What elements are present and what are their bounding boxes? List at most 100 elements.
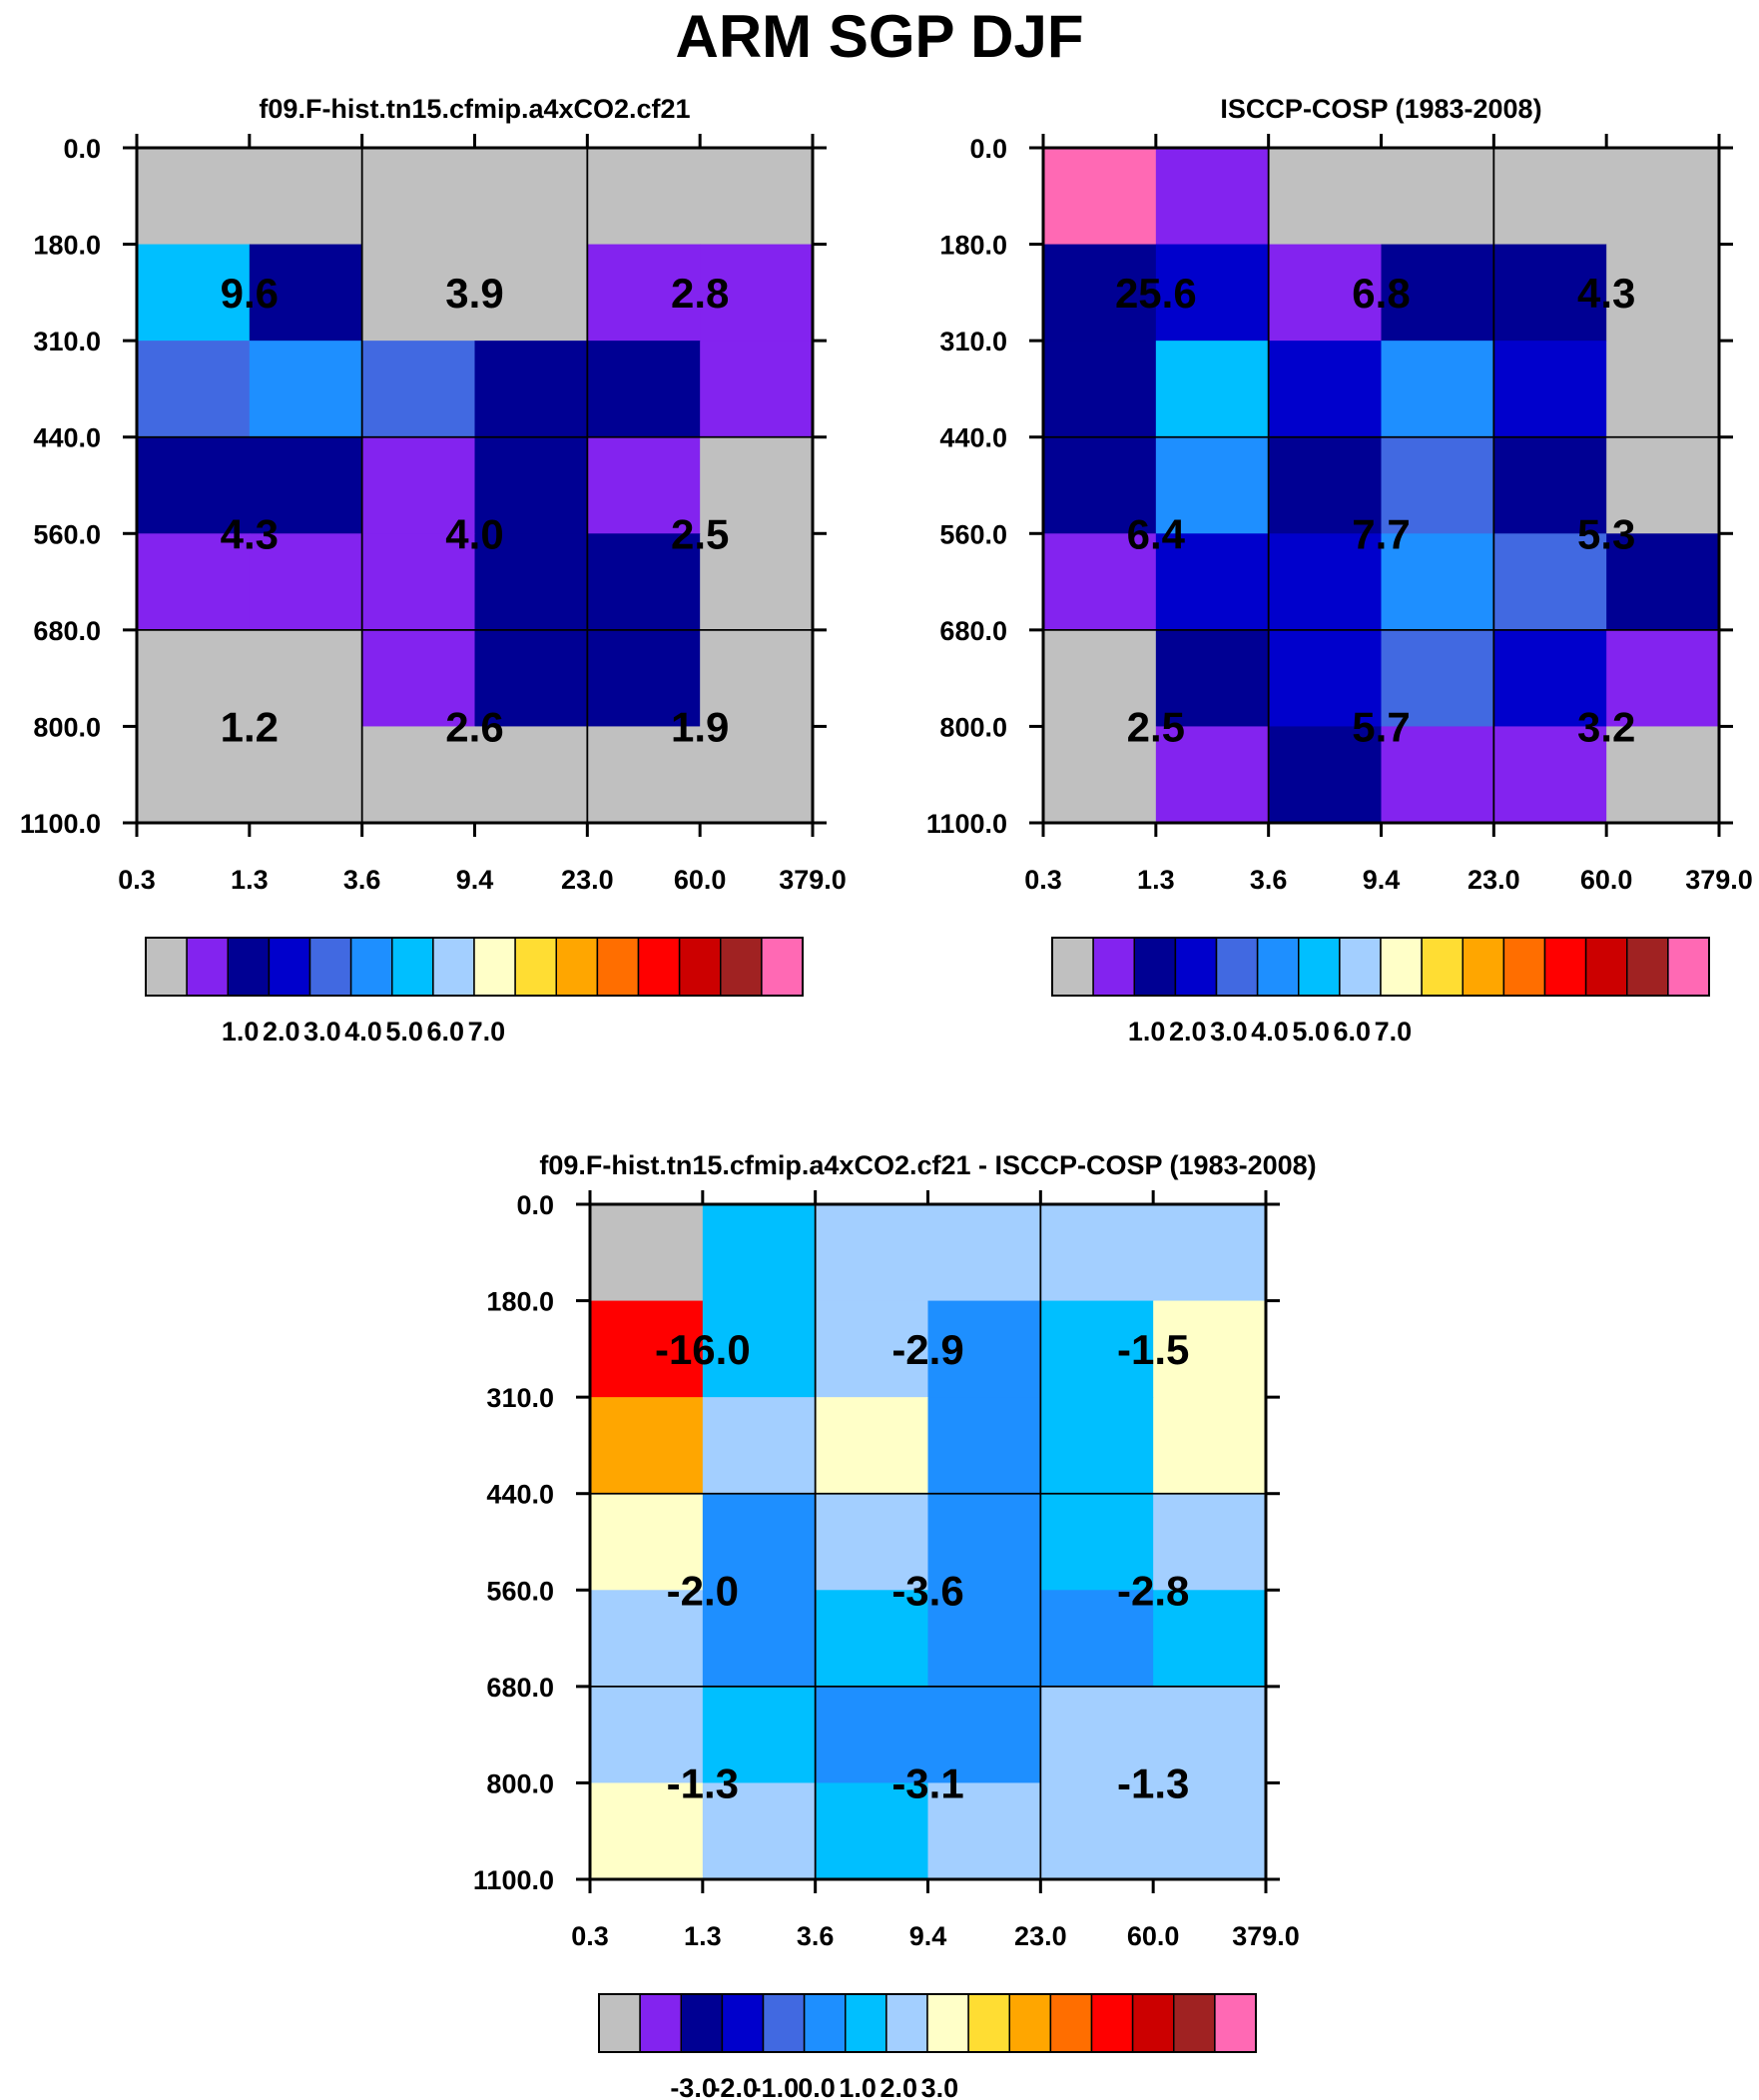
heatmap-cell xyxy=(1153,1493,1267,1591)
heatmap-cell xyxy=(1153,1686,1267,1784)
heatmap-cell xyxy=(1153,1397,1267,1495)
x-tick-label: 23.0 xyxy=(561,865,614,895)
colorbar-box xyxy=(1090,1993,1134,2053)
colorbar-box xyxy=(1380,937,1423,997)
heatmap-cell xyxy=(1493,436,1607,534)
heatmap-cell xyxy=(1155,726,1270,824)
y-tick-label: 560.0 xyxy=(939,519,1007,549)
heatmap-cell xyxy=(700,148,814,246)
data-label: -3.1 xyxy=(891,1759,963,1806)
heatmap-cell xyxy=(361,533,476,631)
x-tick-label: 1.3 xyxy=(1137,865,1175,895)
heatmap-cell xyxy=(815,1493,929,1591)
heatmap-cell xyxy=(1606,533,1720,631)
x-tick-label: 0.3 xyxy=(1024,865,1062,895)
data-label: 2.8 xyxy=(671,270,729,317)
colorbar-box xyxy=(1667,937,1710,997)
colorbar-label: -3.0 xyxy=(670,2073,717,2100)
colorbar-box xyxy=(391,937,434,997)
heatmap-cell xyxy=(137,533,251,631)
colorbar-label: 3.0 xyxy=(1210,1017,1248,1047)
colorbar-box xyxy=(1215,937,1259,997)
data-label: 4.3 xyxy=(1577,270,1635,317)
colorbar-box xyxy=(186,937,229,997)
heatmap-cell xyxy=(587,533,701,631)
heatmap-cell xyxy=(1040,1493,1154,1591)
colorbar-box xyxy=(1133,937,1177,997)
heatmap-cell xyxy=(590,1782,704,1880)
colorbar-box xyxy=(1584,937,1628,997)
heatmap-cell xyxy=(249,436,363,534)
heatmap-cell xyxy=(815,1590,929,1688)
figure-title: ARM SGP DJF xyxy=(675,3,1084,70)
heatmap-cell xyxy=(1606,341,1720,438)
data-label: 1.2 xyxy=(221,703,279,750)
x-tick-label: 1.3 xyxy=(231,865,269,895)
heatmap-cell xyxy=(1043,726,1157,824)
data-label: 1.9 xyxy=(671,703,729,750)
heatmap-cell xyxy=(137,436,251,534)
colorbar-label: 1.0 xyxy=(839,2073,877,2100)
heatmap-cell xyxy=(361,341,476,438)
heatmap-cell xyxy=(1606,148,1720,246)
heatmap-cell xyxy=(590,1590,704,1688)
heatmap-cell xyxy=(702,1686,817,1784)
heatmap-cell xyxy=(474,726,588,824)
y-tick-label: 310.0 xyxy=(33,327,101,356)
heatmap-cell xyxy=(1493,341,1607,438)
x-tick-label: 3.6 xyxy=(343,865,381,895)
colorbar-label: 2.0 xyxy=(880,2073,917,2100)
colorbar-box xyxy=(473,937,516,997)
heatmap-cell xyxy=(1493,726,1607,824)
heatmap-cell xyxy=(137,726,251,824)
x-tick-label: 0.3 xyxy=(571,1921,609,1951)
heatmap-cell xyxy=(1043,533,1157,631)
heatmap-cell xyxy=(1493,533,1607,631)
colorbar-box xyxy=(720,937,763,997)
heatmap-cell xyxy=(700,341,814,438)
colorbar-box xyxy=(680,1993,724,2053)
heatmap-cell xyxy=(249,244,363,342)
y-tick-label: 310.0 xyxy=(939,327,1007,356)
data-label: -16.0 xyxy=(655,1326,751,1373)
heatmap-cell xyxy=(1155,341,1270,438)
y-tick-label: 1100.0 xyxy=(926,809,1007,839)
x-tick-label: 1.3 xyxy=(684,1921,722,1951)
heatmap-cell xyxy=(702,1397,817,1495)
heatmap-cell xyxy=(927,1397,1041,1495)
y-tick-label: 0.0 xyxy=(516,1190,554,1220)
heatmap-cell xyxy=(1268,533,1383,631)
panel-title: ISCCP-COSP (1983-2008) xyxy=(1220,94,1541,124)
colorbar-label: 1.0 xyxy=(1128,1017,1166,1047)
heatmap-cell xyxy=(1268,436,1383,534)
heatmap-cell xyxy=(1040,1782,1154,1880)
colorbar-box xyxy=(1298,937,1341,997)
colorbar-label: 5.0 xyxy=(385,1017,423,1047)
colorbar-box xyxy=(761,937,804,997)
heatmap-cell xyxy=(1268,629,1383,728)
heatmap-cell xyxy=(927,1590,1041,1688)
heatmap-cell xyxy=(1040,1686,1154,1784)
panel-title: f09.F-hist.tn15.cfmip.a4xCO2.cf21 xyxy=(259,94,690,124)
colorbar-box xyxy=(432,937,475,997)
heatmap-cell xyxy=(1040,1590,1154,1688)
heatmap-cell xyxy=(700,533,814,631)
colorbar-label: 5.0 xyxy=(1292,1017,1330,1047)
colorbar-box xyxy=(926,1993,969,2053)
y-tick-label: 0.0 xyxy=(63,134,101,164)
colorbar-label: 0.0 xyxy=(798,2073,836,2100)
heatmap-cell xyxy=(1040,1397,1154,1495)
heatmap-cell xyxy=(1606,629,1720,728)
colorbar-box xyxy=(639,1993,682,2053)
heatmap-cell xyxy=(361,436,476,534)
y-tick-label: 1100.0 xyxy=(20,809,101,839)
heatmap-cell xyxy=(474,148,588,246)
heatmap-cell xyxy=(702,1782,817,1880)
data-label: 5.7 xyxy=(1352,703,1410,750)
x-tick-label: 60.0 xyxy=(1127,1921,1180,1951)
colorbar-label: -1.0 xyxy=(753,2073,800,2100)
panel-title: f09.F-hist.tn15.cfmip.a4xCO2.cf21 - ISCC… xyxy=(539,1150,1316,1180)
colorbar-box xyxy=(308,937,352,997)
heatmap-cell xyxy=(587,244,701,342)
heatmap-cell xyxy=(815,1300,929,1398)
